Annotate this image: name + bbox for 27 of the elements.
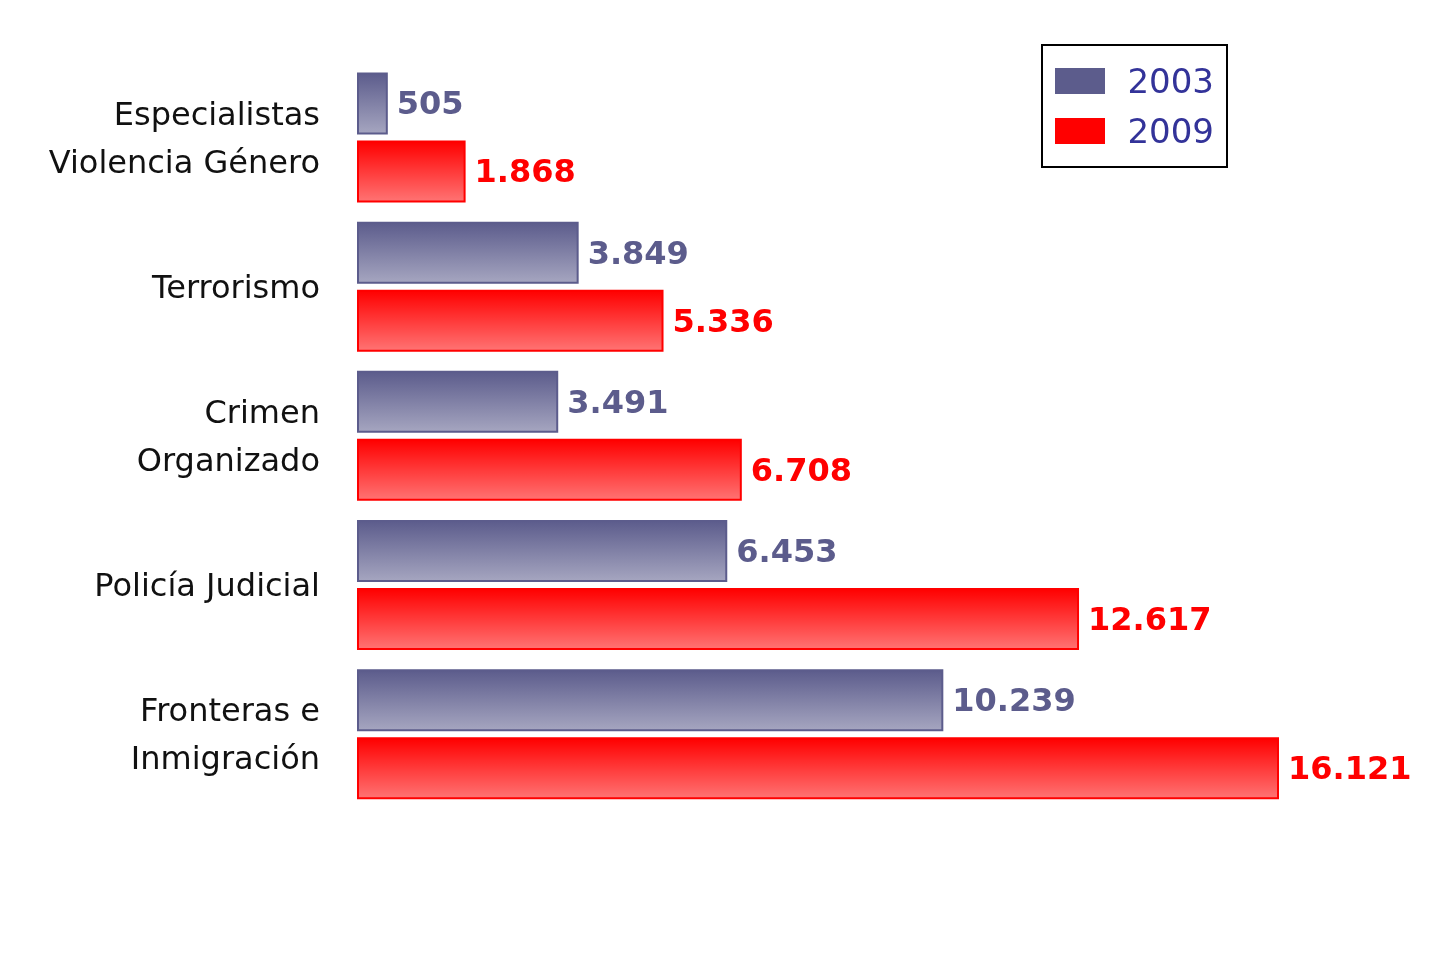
y-tick-label: Especialistas Violencia Género (48, 94, 320, 181)
legend-label: 2003 (1127, 61, 1214, 101)
data-label: 505 (396, 84, 464, 123)
y-tick-label: Terrorismo (151, 267, 320, 306)
y-tick-label: Policía Judicial (94, 566, 320, 605)
bar (357, 289, 664, 352)
data-label: 6.453 (736, 532, 838, 571)
bar (357, 669, 944, 732)
data-label: 12.617 (1088, 600, 1212, 639)
bar (357, 221, 579, 284)
y-tick-label: Fronteras e Inmigración (130, 691, 320, 778)
data-label: 3.491 (567, 382, 669, 421)
data-label: 3.849 (587, 233, 689, 272)
legend-label: 2009 (1127, 111, 1214, 151)
y-tick-label: Crimen Organizado (136, 393, 320, 479)
bar (357, 737, 1279, 800)
data-label: 10.239 (952, 681, 1076, 720)
bar (357, 520, 728, 583)
bar (357, 140, 466, 203)
data-label: 16.121 (1288, 749, 1412, 788)
data-label: 5.336 (672, 301, 774, 340)
data-label: 6.708 (750, 450, 853, 489)
bar (357, 438, 742, 501)
bar (357, 588, 1080, 651)
bar (357, 370, 559, 433)
data-label: 1.868 (474, 152, 576, 191)
bar (357, 72, 388, 135)
